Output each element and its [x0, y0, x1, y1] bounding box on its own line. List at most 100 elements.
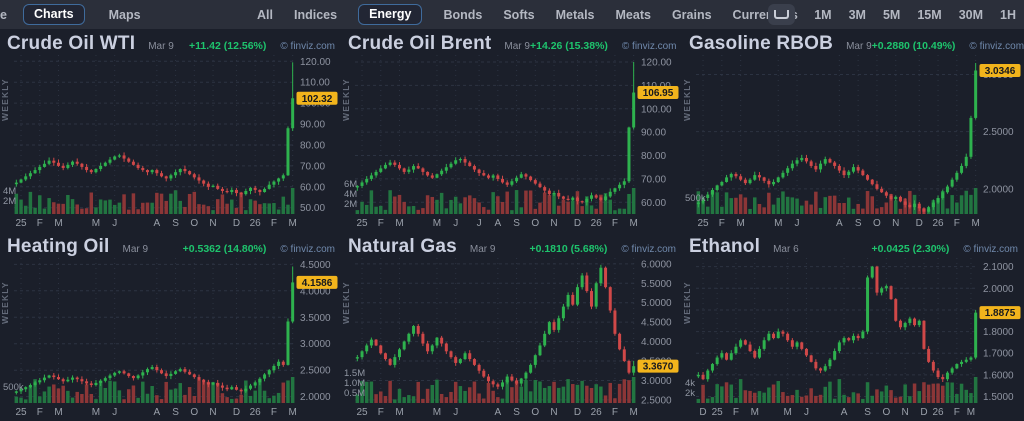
quote-date: Mar 9	[122, 244, 149, 255]
svg-text:S: S	[172, 407, 179, 418]
price-chart-crude-oil-wti[interactable]: 120.00110.00100.0090.0080.0070.0060.0050…	[0, 29, 341, 232]
svg-text:6M: 6M	[344, 179, 357, 190]
svg-text:0.5M: 0.5M	[344, 388, 365, 399]
x-axis-labels: 25 F M M J A S O N D 26 F M	[15, 407, 296, 418]
svg-text:O: O	[190, 407, 198, 418]
svg-text:S: S	[855, 218, 862, 229]
svg-text:M: M	[395, 407, 403, 418]
svg-text:1.5M: 1.5M	[344, 368, 365, 379]
filter-indices[interactable]: Indices	[293, 7, 338, 22]
chart-title[interactable]: Crude Oil Brent	[348, 33, 492, 54]
chart-layout-button[interactable]	[768, 4, 796, 25]
svg-text:F: F	[378, 218, 384, 229]
timeframe-label: WEEKLY	[0, 281, 10, 324]
svg-text:D: D	[233, 407, 240, 418]
svg-text:D: D	[916, 218, 923, 229]
volume-bars	[14, 377, 295, 403]
finviz-attribution[interactable]: © finviz.com	[621, 244, 676, 255]
svg-text:F: F	[612, 218, 618, 229]
nav-tab-maps[interactable]: Maps	[108, 7, 141, 22]
svg-text:25: 25	[15, 218, 27, 229]
timeframe-label: WEEKLY	[0, 78, 10, 121]
svg-text:S: S	[513, 407, 520, 418]
svg-text:4M: 4M	[344, 189, 357, 200]
svg-text:4.1586: 4.1586	[302, 278, 333, 289]
svg-text:3.0000: 3.0000	[300, 339, 331, 350]
filter-all[interactable]: All	[257, 7, 273, 22]
timeframe-5m[interactable]: 5M	[882, 7, 901, 22]
timeframe-1m[interactable]: 1M	[814, 7, 832, 22]
price-chart-gasoline-rbob[interactable]: 3.00002.50002.000025FMMJASOND26FM500kWEE…	[682, 29, 1024, 232]
chart-card-natural-gas: Natural Gas Mar 9 +0.1810 (5.68%) © finviz.…	[341, 232, 682, 421]
svg-text:80.00: 80.00	[641, 151, 666, 162]
volume-axis-labels: 1.5M1.0M0.5M	[344, 368, 365, 399]
svg-text:1.8000: 1.8000	[983, 327, 1014, 338]
price-change: +0.2880 (10.49%)	[871, 40, 956, 52]
svg-text:M: M	[92, 407, 100, 418]
chart-title[interactable]: Ethanol	[689, 236, 761, 257]
nav-item-partial[interactable]: e	[0, 7, 7, 22]
price-change: +0.1810 (5.68%)	[529, 243, 608, 255]
svg-text:70.00: 70.00	[300, 161, 325, 172]
finviz-attribution[interactable]: © finviz.com	[280, 244, 335, 255]
quote-date: Mar 9	[469, 244, 496, 255]
grid-lines	[696, 258, 978, 403]
filter-energy[interactable]: Energy	[358, 4, 423, 25]
timeframe-1h[interactable]: 1H	[1000, 7, 1016, 22]
nav-tab-charts[interactable]: Charts	[23, 4, 85, 25]
y-axis-labels: 120.00110.00100.0090.0080.0070.0060.0050…	[300, 57, 331, 214]
svg-text:90.00: 90.00	[300, 120, 325, 131]
svg-text:F: F	[719, 218, 725, 229]
chart-title[interactable]: Heating Oil	[7, 236, 110, 257]
candlesticks	[355, 264, 636, 390]
svg-text:90.00: 90.00	[641, 128, 666, 139]
timeframe-3m[interactable]: 3M	[848, 7, 866, 22]
x-axis-labels: 25 F M M J A S O N D 26 F M	[356, 407, 637, 418]
finviz-attribution[interactable]: © finviz.com	[280, 41, 335, 52]
price-chart-natural-gas[interactable]: 6.00005.50005.00004.50004.00003.50003.00…	[341, 232, 682, 421]
svg-text:M: M	[433, 218, 441, 229]
timeframe-30m[interactable]: 30M	[958, 7, 984, 22]
svg-text:F: F	[378, 407, 384, 418]
filter-grains[interactable]: Grains	[671, 7, 712, 22]
chart-layout-icon	[774, 10, 790, 19]
finviz-attribution[interactable]: © finviz.com	[969, 41, 1024, 52]
svg-text:1.6000: 1.6000	[983, 370, 1014, 381]
svg-text:2.5000: 2.5000	[641, 395, 672, 406]
svg-text:D: D	[574, 218, 581, 229]
volume-bars	[696, 377, 978, 403]
last-price-badge: 106.95	[637, 86, 679, 99]
y-axis-labels: 6.00005.50005.00004.50004.00003.50003.00…	[641, 259, 672, 406]
filter-softs[interactable]: Softs	[503, 7, 535, 22]
chart-title[interactable]: Crude Oil WTI	[7, 33, 136, 54]
price-chart-crude-oil-brent[interactable]: 120.00110.00100.0090.0080.0070.0060.0025…	[341, 29, 682, 232]
svg-text:S: S	[513, 218, 520, 229]
volume-bars	[355, 188, 636, 214]
svg-text:3.5000: 3.5000	[300, 313, 331, 324]
svg-text:N: N	[209, 407, 216, 418]
svg-text:25: 25	[356, 407, 368, 418]
filter-meats[interactable]: Meats	[615, 7, 651, 22]
timeframe-15m[interactable]: 15M	[917, 7, 942, 22]
svg-text:102.32: 102.32	[302, 94, 333, 105]
candlesticks	[355, 62, 636, 206]
svg-text:2.0000: 2.0000	[983, 184, 1014, 195]
svg-text:M: M	[288, 218, 296, 229]
chart-card-heating-oil: Heating Oil Mar 9 +0.5362 (14.80%) © finviz…	[0, 232, 341, 421]
chart-title[interactable]: Natural Gas	[348, 236, 457, 257]
chart-title[interactable]: Gasoline RBOB	[689, 33, 834, 54]
svg-text:M: M	[92, 218, 100, 229]
filter-metals[interactable]: Metals	[555, 7, 595, 22]
price-chart-ethanol[interactable]: 2.10002.00001.90001.80001.70001.60001.50…	[682, 232, 1024, 421]
price-change: +11.42 (12.56%)	[189, 40, 267, 52]
finviz-attribution[interactable]: © finviz.com	[963, 244, 1018, 255]
timeframe-buttons: 1M 3M 5M 15M 30M 1H	[814, 8, 1016, 22]
svg-text:M: M	[629, 407, 637, 418]
filter-bonds[interactable]: Bonds	[443, 7, 483, 22]
svg-text:6.0000: 6.0000	[641, 259, 672, 270]
finviz-attribution[interactable]: © finviz.com	[621, 41, 677, 52]
